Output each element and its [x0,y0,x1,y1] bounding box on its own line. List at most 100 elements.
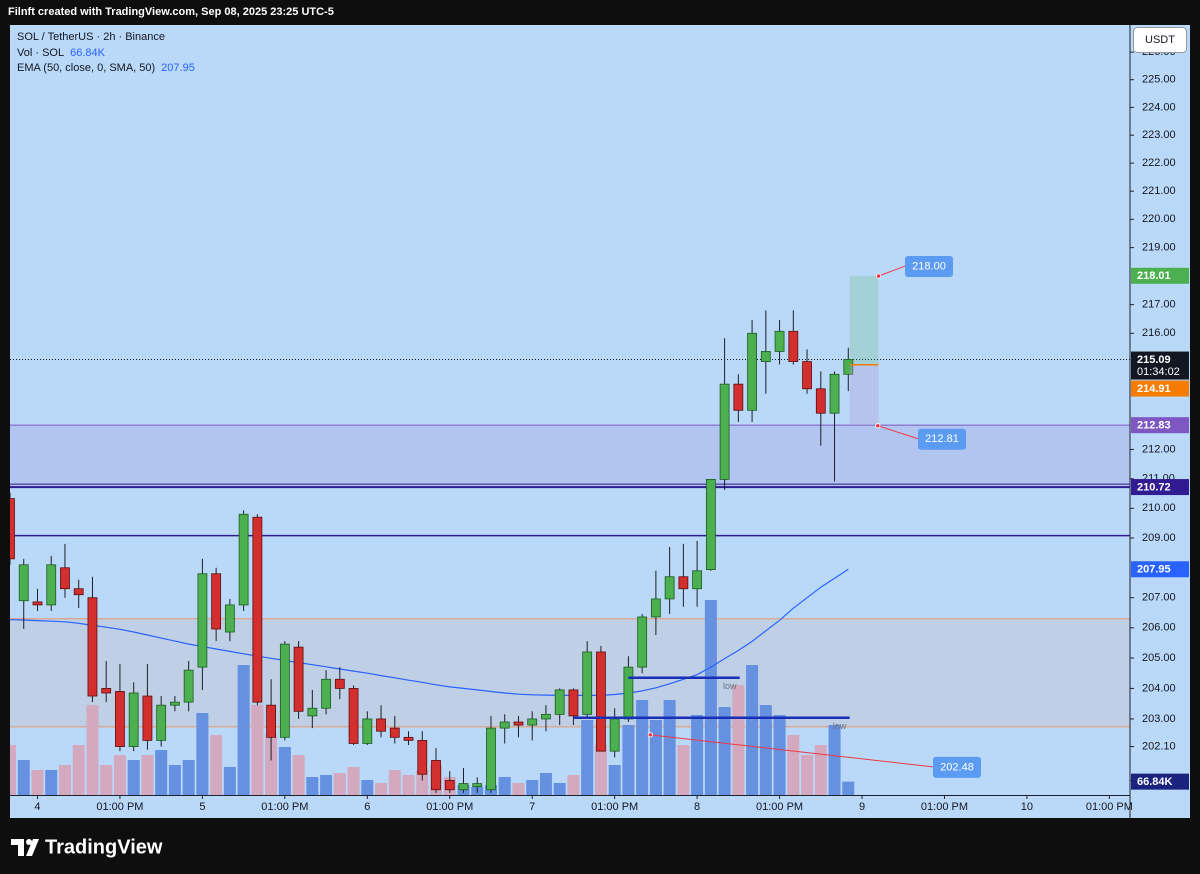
candle-body [609,718,620,752]
candle-body [156,704,167,741]
volume-bar [718,707,731,795]
low-label: low [723,681,737,691]
y-tick-label: 216.00 [1142,327,1176,339]
y-tick-label: 209.00 [1142,532,1176,544]
currency-button[interactable] [1133,27,1187,53]
volume-bar [704,600,717,795]
candle-body [568,689,579,717]
candle-body [376,718,386,732]
callout-line [650,734,934,768]
price-badge [1131,380,1189,397]
plot-area [10,310,1130,795]
candle-body [705,479,716,570]
callout-label: 218.00 [912,260,946,272]
price-badge-label: 212.83 [1137,420,1171,432]
volume-bar [416,770,429,795]
volume-bar [787,735,800,795]
candle-body [802,361,812,390]
candle-body [73,588,84,596]
candle-body [829,373,840,414]
candle-body [431,759,441,791]
candle-body [293,646,304,712]
price-badge-label: 218.01 [1137,270,1171,282]
candle-body [815,388,826,414]
candle-body [142,695,153,741]
price-badge-label: 207.95 [1137,564,1171,576]
volume-bar [498,777,511,795]
candle-body [266,704,277,738]
y-tick-label: 220.00 [1142,213,1176,225]
candle-body [843,359,854,375]
legend-ema-value: 207.95 [161,62,195,74]
volume-bar [265,735,278,795]
x-tick-label: 10 [1021,801,1033,813]
y-tick-label: 222.00 [1142,157,1176,169]
footer-brand: TradingView [45,836,163,858]
candle-body [719,383,730,480]
y-tick-label: 224.00 [1142,101,1176,113]
y-tick-label: 206.00 [1142,622,1176,634]
legend-volume-label: Vol · SOL [17,47,64,59]
candle-body [623,666,634,720]
price-badge-label: 215.09 [1137,354,1171,366]
candle-body [211,573,222,630]
volume-bar [127,760,140,795]
candle-body [10,498,15,560]
candle-body [760,351,771,362]
candle-body [321,678,331,709]
drawings: low low 218.00 212.81 202.48 [573,256,981,778]
volume-bar [58,765,71,795]
volume-bar [801,755,814,795]
y-tick-label: 217.00 [1142,299,1176,311]
candle-body [334,678,345,689]
x-tick-label: 01:00 PM [756,801,803,813]
volume-bar [113,755,126,795]
candle-body [513,721,524,726]
position-target-zone [849,275,879,365]
y-tick-label: 207.00 [1142,592,1176,604]
candle-body [541,713,551,720]
volume-bar [814,745,827,795]
volume-bar [45,770,58,795]
y-tick-label: 204.00 [1142,682,1176,694]
y-tick-label: 219.00 [1142,242,1176,254]
callout-anchor [647,732,653,738]
volume-bar [72,745,85,795]
price-badge [1131,561,1189,578]
position-stop-zone [849,364,879,426]
x-tick-label: 01:00 PM [261,801,308,813]
volume-bar [746,665,759,795]
volume-bar [278,747,291,795]
logo-mark [11,839,24,856]
callout-label: 202.48 [940,761,974,773]
candle-body [664,576,675,600]
volume-bar [375,783,388,795]
candle-body [499,721,510,729]
candle-body [747,332,757,411]
candle-body [46,564,57,606]
volume-bar [622,725,635,795]
candle-body [348,688,359,744]
price-badge-label: 210.72 [1137,481,1171,493]
low-label: low [833,721,847,731]
volume-bar [842,781,855,795]
legend-volume-value: 66.84K [70,47,106,59]
legend-ema: EMA (50, close, 0, SMA, 50) 207.95 [17,62,195,74]
volume-bar [581,720,594,795]
currency-button-label[interactable]: USDT [1145,34,1175,46]
candle-body [128,692,139,747]
volume-bar [155,750,168,795]
volume-bar [306,777,319,795]
x-tick-label: 01:00 PM [426,801,473,813]
y-tick-label: 212.00 [1142,443,1176,455]
x-tick-label: 01:00 PM [96,801,143,813]
volume-bar [512,783,525,795]
volume-bar [347,767,360,795]
volume-bar [636,700,649,795]
callout-label: 212.81 [925,433,959,445]
candle-body [403,736,414,741]
callout-line [878,265,906,277]
